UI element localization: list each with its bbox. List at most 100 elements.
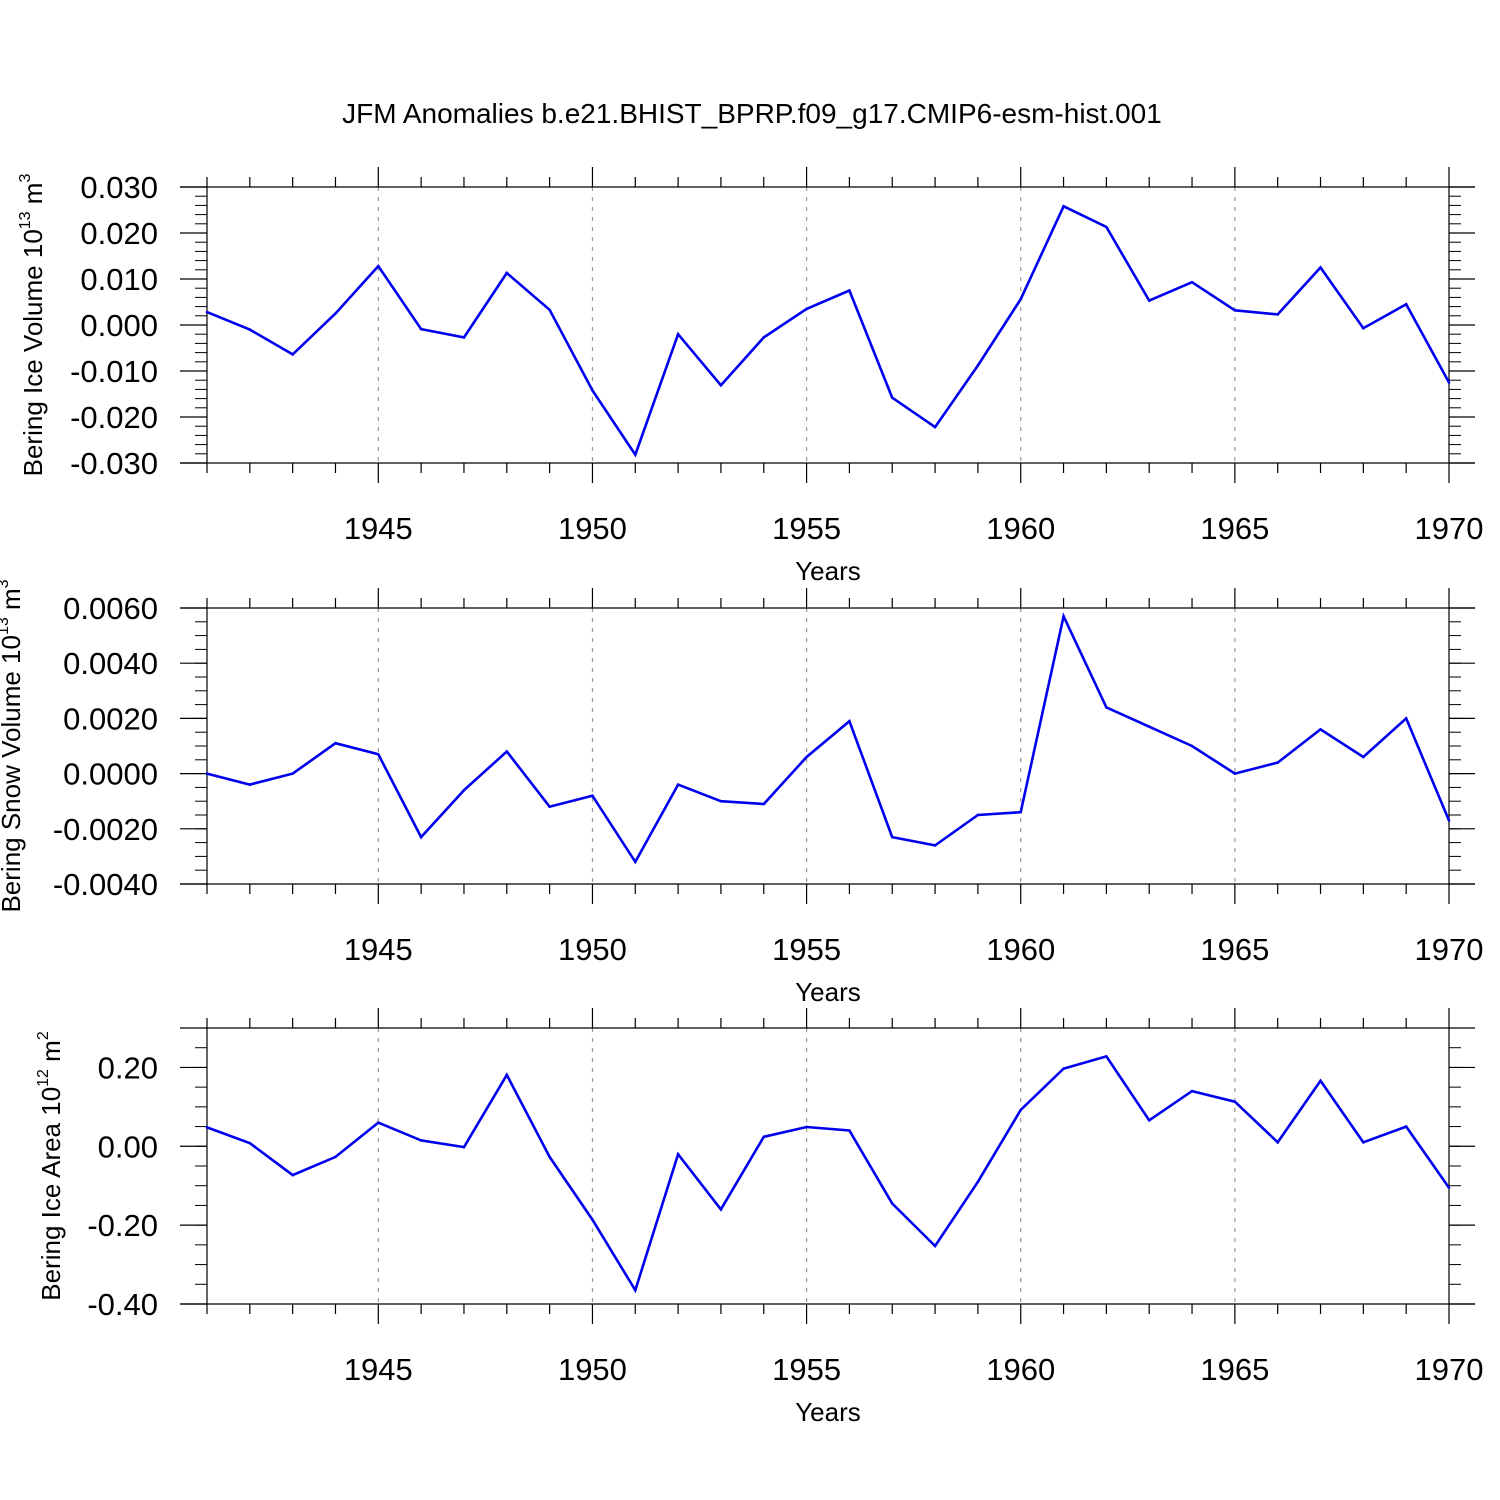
data-point <box>676 332 680 336</box>
x-tick-label: 1945 <box>344 932 413 967</box>
y-axis-label: Bering Snow Volume 1013 m3 <box>0 579 26 912</box>
data-point <box>1147 1118 1151 1122</box>
data-point <box>933 425 937 429</box>
x-tick-label: 1965 <box>1200 511 1269 546</box>
y-tick-label: -0.40 <box>87 1287 158 1322</box>
data-point <box>377 752 380 756</box>
data-point <box>1404 1125 1408 1128</box>
y-axis-label-unit-exponent: 3 <box>0 579 12 588</box>
y-tick-label: 0.030 <box>80 170 158 205</box>
y-axis-label: Bering Ice Volume 1013 m3 <box>17 174 48 477</box>
data-point <box>1276 761 1279 764</box>
y-tick-label: 0.0040 <box>63 646 158 681</box>
data-point <box>248 328 252 331</box>
data-point <box>976 364 980 367</box>
data-point <box>548 308 551 312</box>
data-point <box>334 312 337 315</box>
data-point <box>1319 728 1322 731</box>
x-tick-label: 1960 <box>986 511 1055 546</box>
data-point <box>1362 1141 1365 1144</box>
data-point <box>1447 381 1451 384</box>
data-point <box>1062 614 1065 618</box>
data-point <box>419 1139 423 1142</box>
x-tick-label: 1950 <box>558 511 627 546</box>
data-point <box>505 1073 509 1077</box>
data-point <box>334 741 337 745</box>
data-point <box>548 1155 551 1159</box>
x-tick-label: 1970 <box>1415 511 1484 546</box>
data-point <box>890 1202 894 1205</box>
y-tick-label: 0.0000 <box>63 757 158 792</box>
x-tick-label: 1970 <box>1415 932 1484 967</box>
data-point <box>805 307 808 311</box>
data-point <box>1404 303 1408 306</box>
data-point <box>1447 819 1451 822</box>
data-point <box>1404 717 1408 720</box>
data-point <box>591 794 594 797</box>
data-point <box>205 772 209 775</box>
y-axis-label-unit-exponent: 3 <box>17 174 34 183</box>
data-point <box>933 844 937 847</box>
data-point <box>205 310 209 314</box>
data-point <box>848 1129 851 1132</box>
data-point <box>805 755 808 759</box>
data-point <box>676 1152 680 1156</box>
data-point <box>205 1126 209 1129</box>
y-axis-label-unit: m <box>36 1040 66 1069</box>
data-point <box>419 327 423 331</box>
data-point <box>1447 1186 1451 1189</box>
data-point <box>1233 308 1237 312</box>
y-axis-label-text: Bering Ice Area 10 <box>36 1087 66 1301</box>
data-point <box>591 1218 594 1221</box>
y-tick-label: 0.0020 <box>63 701 158 736</box>
y-axis-label-unit: m <box>18 183 48 212</box>
data-point <box>334 1155 337 1159</box>
data-point <box>1362 755 1365 759</box>
y-tick-label: -0.0040 <box>53 867 158 902</box>
data-point <box>377 264 380 268</box>
data-point <box>1190 1089 1194 1093</box>
data-point <box>633 453 637 457</box>
y-tick-label: 0.020 <box>80 216 158 251</box>
x-tick-label: 1950 <box>558 932 627 967</box>
x-tick-label: 1960 <box>986 1352 1055 1387</box>
panel-1: 1945 1950 1955 1960 1965 1970 Years -0.030 -0.02… <box>17 167 1483 586</box>
y-axis-label-exponent: 13 <box>0 617 12 635</box>
y-tick-label: 0.0060 <box>63 591 158 626</box>
x-tick-label: 1955 <box>772 1352 841 1387</box>
data-point <box>1019 1108 1023 1112</box>
data-point <box>719 383 723 387</box>
data-point <box>1147 725 1151 728</box>
data-point <box>1233 1100 1237 1104</box>
x-tick-label: 1955 <box>772 932 841 967</box>
x-axis-label: Years <box>795 556 861 586</box>
data-point <box>548 805 551 809</box>
x-tick-label: 1965 <box>1200 1352 1269 1387</box>
data-point <box>1019 810 1023 814</box>
data-point <box>848 289 851 292</box>
data-point <box>762 1135 766 1139</box>
x-tick-label: 1955 <box>772 511 841 546</box>
y-axis-label-text: Bering Ice Volume 10 <box>18 229 48 476</box>
x-axis-label: Years <box>795 977 861 1007</box>
data-point <box>762 336 766 339</box>
y-tick-label: 0.00 <box>98 1129 158 1164</box>
data-point <box>1362 326 1365 330</box>
y-tick-label: -0.010 <box>70 354 158 389</box>
data-point <box>1319 1079 1322 1083</box>
y-axis-label-unit: m <box>0 588 26 617</box>
panel-2: 1945 1950 1955 1960 1965 1970 Years -0.0040 -0.0… <box>0 579 1483 1007</box>
data-point <box>1105 225 1108 229</box>
data-point <box>719 1208 723 1211</box>
data-point <box>1062 205 1065 208</box>
x-tick-label: 1945 <box>344 1352 413 1387</box>
series-line <box>206 204 1451 458</box>
data-point <box>890 396 894 399</box>
data-point <box>805 1125 808 1129</box>
panel-3: 1945 1950 1955 1960 1965 1970 Years -0.40 -0.20 0… <box>35 1008 1483 1427</box>
data-point <box>248 1141 252 1145</box>
data-point <box>1276 1141 1279 1144</box>
y-axis-label-exponent: 13 <box>17 211 34 229</box>
y-tick-label: 0.20 <box>98 1050 158 1085</box>
